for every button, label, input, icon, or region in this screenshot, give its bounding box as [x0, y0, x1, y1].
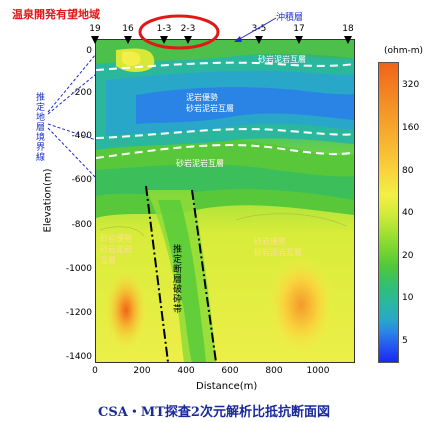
y-tick-1200: -1200 — [65, 308, 92, 318]
station-1-3-marker — [160, 36, 168, 44]
colorbar-label-320: 320 — [402, 80, 420, 90]
layer3-label: 砂岩泥岩互層 — [176, 159, 224, 168]
boundary-label: 推定地層境界線 — [34, 92, 44, 162]
colorbar — [378, 62, 399, 363]
station-1-3: 1-3 — [156, 24, 172, 34]
right-label-b: 砂岩泥岩互層 — [254, 248, 302, 257]
station-17: 17 — [293, 24, 305, 34]
station-19-marker — [91, 36, 99, 44]
colorbar-label-160: 160 — [402, 123, 420, 133]
hot-spring-area-label: 温泉開発有望地域 — [12, 8, 100, 21]
x-axis-label: Distance(m) — [196, 381, 258, 392]
x-tick-0: 0 — [92, 366, 98, 376]
plot-frame — [95, 39, 355, 363]
y-tick-0: 0 — [86, 46, 92, 56]
boundary-arrows — [47, 53, 97, 179]
alluvium-arrow — [234, 17, 277, 42]
colorbar-unit: (ohm-m) — [384, 46, 424, 56]
x-tick-600: 600 — [221, 366, 239, 376]
alluvium-label: 沖積層 — [276, 13, 304, 23]
resistivity-section — [96, 40, 354, 362]
station-19: 19 — [89, 24, 101, 34]
colorbar-label-40: 40 — [402, 208, 414, 218]
colorbar-label-20: 20 — [402, 251, 414, 261]
figure-title: CSA・MT探査2次元解析比抵抗断面図 — [98, 405, 330, 420]
y-tick-1000: -1000 — [65, 264, 92, 274]
x-tick-800: 800 — [265, 366, 283, 376]
left-label-b: 砂岩泥岩 — [100, 245, 132, 254]
station-3-5: 3-5 — [251, 24, 267, 34]
station-2-3-marker — [184, 36, 192, 44]
x-tick-1000: 1000 — [306, 366, 330, 376]
x-tick-200: 200 — [133, 366, 151, 376]
station-16-marker — [124, 36, 132, 44]
y-tick-400: -400 — [71, 131, 92, 141]
y-tick-800: -800 — [71, 220, 92, 230]
station-18-marker — [344, 36, 352, 44]
colorbar-label-10: 10 — [402, 293, 414, 303]
left-label-a: 砂岩優勢 — [100, 234, 132, 243]
station-2-3: 2-3 — [180, 24, 196, 34]
y-tick-600: -600 — [71, 175, 92, 185]
station-16: 16 — [122, 24, 134, 34]
colorbar-label-5: 5 — [402, 336, 408, 346]
layer2a-label: 泥岩優勢 — [186, 93, 218, 102]
hot-spring-ellipse — [138, 14, 220, 50]
layer2b-label: 砂岩泥岩互層 — [186, 104, 234, 113]
layer1-label: 砂岩泥岩互層 — [258, 55, 306, 64]
right-label-a: 砂岩優勢 — [254, 237, 286, 246]
y-tick-200: -200 — [71, 88, 92, 98]
x-tick-400: 400 — [177, 366, 195, 376]
station-17-marker — [295, 36, 303, 44]
station-18: 18 — [342, 24, 354, 34]
station-3-5-marker — [255, 36, 263, 44]
y-tick-1400: -1400 — [65, 352, 92, 362]
colorbar-label-80: 80 — [402, 166, 414, 176]
fault-label: 推定断層破砕帯 — [171, 244, 181, 314]
left-label-c: 互層 — [100, 256, 116, 265]
